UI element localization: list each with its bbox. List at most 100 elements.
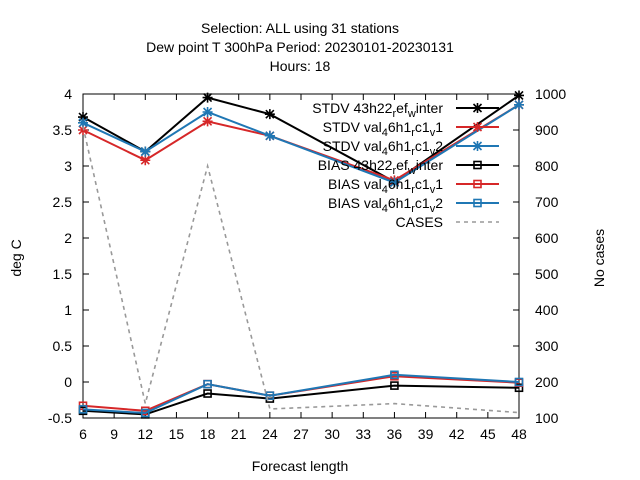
y-axis-label: deg C bbox=[8, 239, 24, 276]
y-axis-ticks: -0.5 0 0.5 1 1.5 2 2.5 3 3.5 4 bbox=[48, 86, 89, 426]
x-tick-label: 21 bbox=[231, 426, 247, 442]
series bbox=[82, 126, 520, 414]
data-point bbox=[203, 379, 212, 389]
y-tick-label: 3 bbox=[64, 158, 72, 174]
y2-tick-label: 300 bbox=[535, 338, 559, 354]
y-tick-label: 3.5 bbox=[53, 122, 73, 138]
y2-axis-ticks: 100 200 300 400 500 600 700 800 900 1000 bbox=[513, 86, 566, 426]
y2-axis-label: No cases bbox=[591, 229, 607, 287]
data-point bbox=[140, 146, 151, 157]
data-point bbox=[473, 179, 482, 189]
legend-entry: STDV 43h22refwinter bbox=[312, 100, 499, 120]
y-tick-label: 0.5 bbox=[53, 338, 73, 354]
data-point bbox=[203, 389, 212, 398]
data-point bbox=[78, 112, 88, 123]
y-tick-label: -0.5 bbox=[48, 410, 72, 426]
data-point bbox=[514, 99, 524, 110]
title-line: Dew point T 300hPa Period: 20230101-2023… bbox=[146, 39, 454, 55]
plot-frame bbox=[82, 93, 520, 419]
data-point bbox=[389, 177, 400, 188]
series-line bbox=[82, 126, 520, 414]
legend-entry: STDV val46h1rc1v1 bbox=[323, 119, 499, 139]
x-tick-label: 24 bbox=[262, 426, 278, 442]
series-line bbox=[82, 373, 520, 415]
data-point bbox=[140, 408, 150, 418]
legend-label: CASES bbox=[396, 214, 443, 230]
legend-label: BIAS 43h22refwinter bbox=[318, 157, 444, 177]
x-tick-label: 45 bbox=[480, 426, 496, 442]
data-point bbox=[202, 116, 213, 127]
legend-label: STDV val46h1rc1v2 bbox=[323, 138, 444, 158]
data-point bbox=[472, 141, 483, 151]
series bbox=[78, 99, 524, 188]
x-tick-label: 30 bbox=[324, 426, 340, 442]
x-tick-label: 42 bbox=[449, 426, 465, 442]
x-tick-label: 12 bbox=[137, 426, 153, 442]
y2-tick-label: 900 bbox=[535, 122, 559, 138]
x-tick-label: 9 bbox=[110, 426, 118, 442]
y-tick-label: 1 bbox=[64, 302, 72, 318]
legend-entry: CASES bbox=[396, 214, 499, 230]
x-tick-label: 18 bbox=[200, 426, 216, 442]
data-point bbox=[473, 198, 482, 208]
title-line: Hours: 18 bbox=[270, 58, 331, 74]
data-point bbox=[264, 130, 275, 141]
y2-tick-label: 400 bbox=[535, 302, 559, 318]
x-tick-label: 27 bbox=[293, 426, 309, 442]
x-tick-label: 36 bbox=[387, 426, 403, 442]
plot-series bbox=[78, 90, 524, 419]
y2-tick-label: 1000 bbox=[535, 86, 566, 102]
title-line: Selection: ALL using 31 stations bbox=[201, 20, 399, 36]
series bbox=[78, 370, 524, 418]
x-tick-label: 6 bbox=[79, 426, 87, 442]
series-line bbox=[82, 103, 520, 184]
y2-tick-label: 500 bbox=[535, 266, 559, 282]
legend-entry: BIAS val46h1rc1v1 bbox=[328, 176, 499, 196]
data-point bbox=[78, 117, 88, 128]
series bbox=[78, 90, 524, 187]
data-point bbox=[265, 391, 275, 400]
x-tick-label: 48 bbox=[511, 426, 527, 442]
data-point bbox=[390, 370, 399, 380]
legend-label: BIAS val46h1rc1v2 bbox=[328, 195, 443, 215]
y-tick-label: 4 bbox=[64, 86, 72, 102]
x-axis-label: Forecast length bbox=[252, 458, 349, 474]
data-point bbox=[140, 155, 151, 166]
x-tick-label: 39 bbox=[418, 426, 434, 442]
y-tick-label: 2 bbox=[64, 230, 72, 246]
y2-tick-label: 800 bbox=[535, 158, 559, 174]
data-point bbox=[514, 377, 524, 387]
series-line bbox=[82, 103, 520, 182]
data-point bbox=[202, 107, 213, 117]
y-tick-label: 1.5 bbox=[53, 266, 73, 282]
data-point bbox=[472, 122, 483, 132]
series-line bbox=[82, 384, 520, 416]
data-point bbox=[264, 109, 275, 120]
data-point bbox=[514, 90, 524, 101]
y-tick-label: 2.5 bbox=[53, 194, 73, 210]
x-axis-ticks: 6 9 12 15 18 21 24 27 30 33 36 39 42 45 48 bbox=[79, 94, 527, 442]
legend-entry: STDV val46h1rc1v2 bbox=[323, 138, 499, 158]
data-point bbox=[514, 383, 524, 393]
y2-tick-label: 100 bbox=[535, 410, 559, 426]
data-point bbox=[78, 405, 88, 414]
legend-entry: BIAS val46h1rc1v2 bbox=[328, 195, 499, 215]
legend-label: STDV 43h22refwinter bbox=[312, 100, 443, 120]
data-point bbox=[390, 381, 399, 390]
y2-tick-label: 700 bbox=[535, 194, 559, 210]
y2-tick-label: 600 bbox=[535, 230, 559, 246]
axes bbox=[82, 93, 520, 419]
series-line bbox=[82, 94, 520, 183]
x-tick-label: 15 bbox=[169, 426, 185, 442]
y-tick-label: 0 bbox=[64, 374, 72, 390]
legend-label: BIAS val46h1rc1v1 bbox=[328, 176, 443, 196]
y2-tick-label: 200 bbox=[535, 374, 559, 390]
data-point bbox=[472, 103, 483, 113]
legend-entry: BIAS 43h22refwinter bbox=[318, 157, 499, 177]
chart-title: Selection: ALL using 31 stations Dew poin… bbox=[146, 20, 454, 74]
legend-label: STDV val46h1rc1v1 bbox=[323, 119, 444, 139]
series-line bbox=[82, 375, 520, 412]
x-tick-label: 33 bbox=[355, 426, 371, 442]
data-point bbox=[202, 92, 213, 103]
